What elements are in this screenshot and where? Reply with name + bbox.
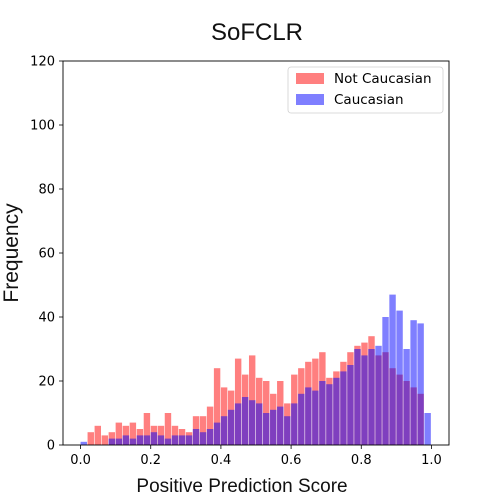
histogram-bar [171,435,179,445]
histogram-bar [382,317,389,445]
histogram-bar [185,435,193,445]
histogram-bar [178,435,186,445]
histogram-bar [263,413,270,445]
histogram-bar [213,368,221,445]
histogram-bar [333,377,340,445]
histogram-bar [122,435,130,445]
histogram-bar [361,355,368,445]
histogram-bar [277,406,284,445]
x-tick-label: 0.4 [211,453,232,468]
chart-title: SoFCLR [211,19,303,46]
x-tick-label: 0.8 [351,453,372,468]
histogram-bar [340,371,347,445]
histogram-bar [410,320,417,445]
histogram-bar [234,358,242,445]
histogram-bar [270,409,277,445]
histogram-bar [284,416,291,445]
histogram-bar [227,409,235,445]
histogram-bar [326,384,333,445]
x-tick-label: 0.2 [140,453,161,468]
legend-box [287,66,444,114]
histogram-bar [256,403,263,445]
histogram-bar [298,393,305,445]
histogram-bar [368,349,375,445]
legend-swatch [296,73,324,84]
histogram-bar [234,403,242,445]
y-axis-label: Frequency [0,203,23,303]
x-tick-label: 0.0 [70,453,91,468]
histogram-bar [115,422,123,445]
y-tick-label: 0 [47,439,55,454]
histogram-bar [417,323,424,445]
y-tick-label: 100 [30,119,55,134]
x-tick-label: 1.0 [421,453,442,468]
y-tick-label: 120 [30,55,55,70]
histogram-bar [129,438,137,445]
histogram-bar [94,425,101,445]
histogram-bar [143,435,151,445]
histogram-bar [115,438,123,445]
histogram-bar [150,432,158,445]
histogram-bar [101,435,109,445]
x-axis-label: Positive Prediction Score [136,476,347,497]
x-tick-label: 0.6 [281,453,302,468]
histogram-bar [354,349,361,445]
histogram-bar [192,429,200,445]
histogram-bar [220,416,228,445]
y-tick-label: 80 [38,183,55,198]
histogram-bar [389,294,396,445]
histogram-bar [403,349,410,445]
histogram-bar [248,400,256,445]
histogram-bar [206,429,214,445]
histogram-bar [108,438,116,445]
histogram-bar [199,432,207,445]
series-caucasian [80,294,431,445]
histogram-bar [213,422,221,445]
y-tick-label: 60 [38,247,55,262]
y-tick-label: 40 [38,311,55,326]
histogram-bar [157,435,165,445]
histogram-bar [375,345,382,445]
legend-label: Caucasian [334,92,404,108]
histogram-bar [164,438,172,445]
histogram-bar [319,381,326,445]
histogram-bar [241,397,249,445]
legend-label: Not Caucasian [334,71,432,87]
histogram-bar [206,406,214,445]
histogram-bar [312,390,319,445]
histogram-bar [164,413,172,445]
y-tick-label: 20 [38,375,55,390]
ticks-layer: 0.0 0.2 0.4 0.6 0.8 1.0 0 20 40 60 80 100 120 [30,55,442,469]
legend-swatch [296,94,324,105]
histogram-bar [129,422,137,445]
histogram-bar [424,413,431,445]
legend: Not Caucasian Caucasian [287,66,444,114]
histogram-bar [143,413,151,445]
histogram-bar [305,387,312,445]
histogram-bar [199,416,207,445]
histogram-bar [291,403,298,445]
histogram-bar [136,435,144,445]
histogram-bar [87,432,94,445]
histogram-bar [347,365,354,445]
histogram-bar [396,310,403,445]
histogram-bar [80,441,87,445]
bars-layer [80,294,431,445]
